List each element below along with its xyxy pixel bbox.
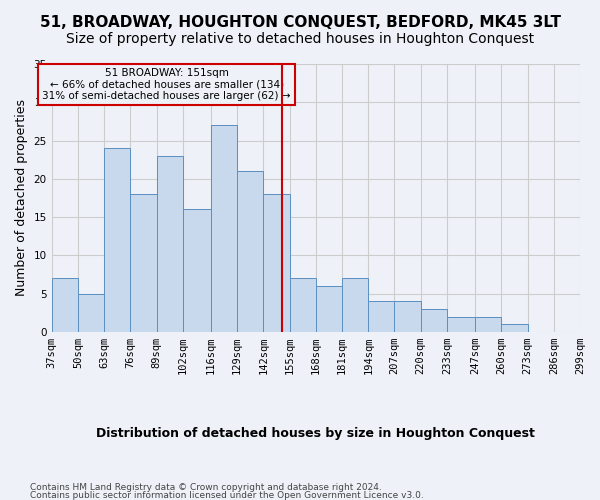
Bar	[421, 309, 447, 332]
Y-axis label: Number of detached properties: Number of detached properties	[15, 100, 28, 296]
Text: Contains public sector information licensed under the Open Government Licence v3: Contains public sector information licen…	[30, 490, 424, 500]
X-axis label: Distribution of detached houses by size in Houghton Conquest: Distribution of detached houses by size …	[97, 427, 535, 440]
Bar	[52, 278, 78, 332]
Text: Contains HM Land Registry data © Crown copyright and database right 2024.: Contains HM Land Registry data © Crown c…	[30, 484, 382, 492]
Bar	[447, 316, 475, 332]
Bar	[502, 324, 527, 332]
Bar	[211, 125, 237, 332]
Bar	[130, 194, 157, 332]
Bar	[237, 171, 263, 332]
Bar	[263, 194, 290, 332]
Bar	[342, 278, 368, 332]
Bar	[475, 316, 502, 332]
Bar	[368, 301, 394, 332]
Bar	[290, 278, 316, 332]
Bar	[78, 294, 104, 332]
Text: 51 BROADWAY: 151sqm
← 66% of detached houses are smaller (134)
31% of semi-detac: 51 BROADWAY: 151sqm ← 66% of detached ho…	[43, 68, 291, 101]
Bar	[394, 301, 421, 332]
Bar	[316, 286, 342, 332]
Text: Size of property relative to detached houses in Houghton Conquest: Size of property relative to detached ho…	[66, 32, 534, 46]
Bar	[157, 156, 183, 332]
Bar	[104, 148, 130, 332]
Bar	[183, 210, 211, 332]
Text: 51, BROADWAY, HOUGHTON CONQUEST, BEDFORD, MK45 3LT: 51, BROADWAY, HOUGHTON CONQUEST, BEDFORD…	[40, 15, 560, 30]
